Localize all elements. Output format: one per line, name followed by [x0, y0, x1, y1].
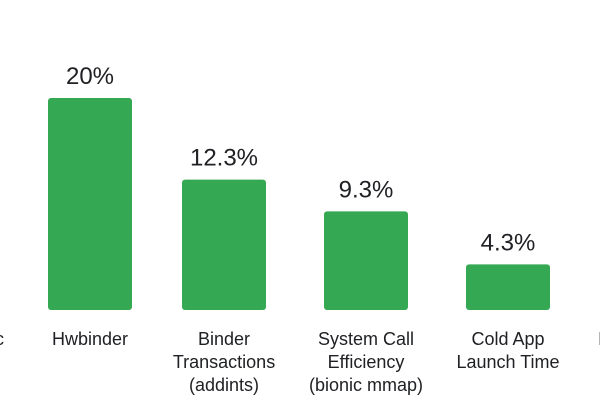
category-label-1: Binder Transactions (addints)	[173, 329, 275, 395]
value-label-0: 20%	[66, 63, 114, 90]
value-labels-layer: 20% 12.3% 9.3% 4.3%	[66, 63, 535, 256]
bar-1	[182, 179, 266, 310]
category-label-1-line-2: (addints)	[189, 375, 259, 395]
value-label-3: 4.3%	[481, 229, 536, 256]
value-label-2: 9.3%	[339, 176, 394, 203]
category-label-1-line-0: Binder	[198, 329, 250, 349]
bar-2	[324, 211, 408, 310]
category-label-0: Hwbinder	[52, 329, 128, 349]
bars-layer	[48, 98, 550, 310]
category-label-3-line-0: Cold App	[471, 329, 544, 349]
partial-category-label-left: c	[0, 329, 4, 349]
category-label-3: Cold App Launch Time	[456, 329, 559, 372]
value-label-1: 12.3%	[190, 145, 258, 172]
category-label-2-line-1: Efficiency	[328, 352, 405, 372]
category-label-0-line-0: Hwbinder	[52, 329, 128, 349]
category-labels-layer: Hwbinder Binder Transactions (addints) Syste…	[52, 329, 560, 395]
category-label-2-line-2: (bionic mmap)	[309, 375, 423, 395]
category-label-2: System Call Efficiency (bionic mmap)	[309, 329, 423, 395]
category-label-1-line-1: Transactions	[173, 352, 275, 372]
bar-0	[48, 98, 132, 310]
partial-category-label-right: I	[598, 329, 600, 349]
category-label-2-line-0: System Call	[318, 329, 414, 349]
bar-3	[466, 264, 550, 310]
category-label-3-line-1: Launch Time	[456, 352, 559, 372]
partial-labels: c I	[0, 329, 600, 349]
